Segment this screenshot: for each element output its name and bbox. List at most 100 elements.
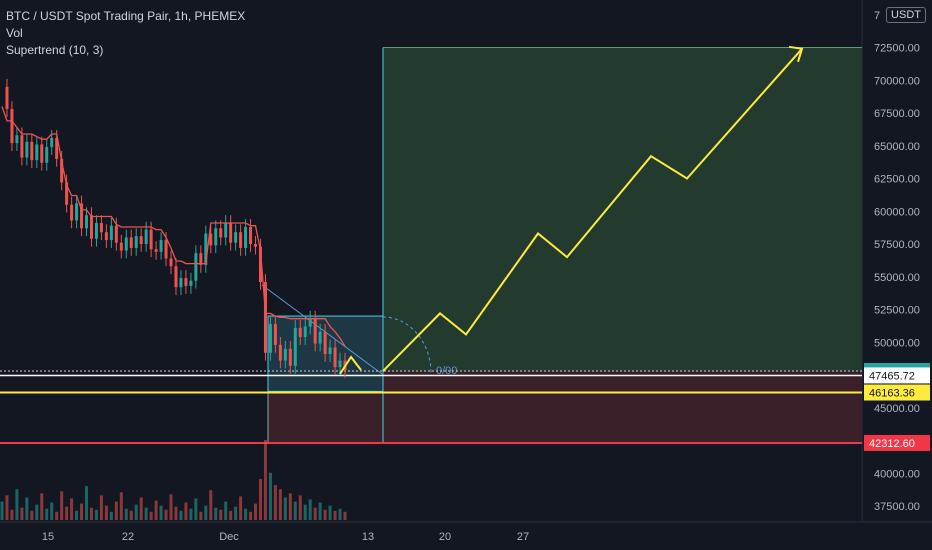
- profit-zone: [383, 47, 862, 371]
- candle-body: [323, 331, 327, 355]
- price-axis-label: 60000.00: [874, 206, 920, 218]
- volume-bar: [273, 485, 277, 520]
- volume-bar: [174, 506, 178, 520]
- candle-body: [244, 226, 248, 248]
- volume-bar: [204, 505, 208, 520]
- candle-body: [254, 244, 258, 247]
- volume-bar: [333, 510, 337, 520]
- candle-body: [10, 109, 14, 144]
- volume-bar: [114, 501, 118, 520]
- candle-body: [298, 327, 302, 338]
- volume-bar: [10, 509, 14, 520]
- candle-body: [70, 204, 74, 221]
- candle-body: [164, 240, 168, 259]
- candle-body: [149, 229, 153, 250]
- volume-bar: [159, 505, 163, 520]
- symbol-title[interactable]: BTC / USDT Spot Trading Pair, 1h, PHEMEX: [6, 9, 246, 23]
- price-axis-label: 65000.00: [874, 141, 920, 153]
- candle-body: [85, 215, 89, 229]
- candle-body: [129, 237, 133, 248]
- candle-body: [124, 237, 128, 251]
- volume-bar: [189, 508, 193, 520]
- candle-body: [159, 240, 163, 252]
- volume-bar: [144, 507, 148, 520]
- candle-body: [169, 258, 173, 267]
- volume-bar: [55, 511, 59, 520]
- time-axis-label: 22: [122, 531, 134, 543]
- candle-body: [249, 226, 253, 244]
- volume-bar: [239, 496, 243, 520]
- volume-bar: [214, 507, 218, 520]
- candle-body: [179, 278, 183, 288]
- descending-trendline: [261, 284, 383, 375]
- candle-body: [229, 223, 233, 243]
- volume-bar: [308, 499, 312, 520]
- supertrend-line: [1, 106, 346, 347]
- volume-bar: [30, 510, 34, 520]
- volume-bar: [179, 510, 183, 520]
- volume-bar: [35, 504, 39, 520]
- volume-bar: [184, 502, 188, 520]
- supertrend-indicator-label[interactable]: Supertrend (10, 3): [6, 43, 104, 57]
- volume-bar: [338, 508, 342, 520]
- candle-body: [338, 360, 342, 368]
- candle-body: [199, 253, 203, 265]
- time-axis-label: Dec: [219, 531, 239, 543]
- candle-body: [80, 203, 84, 229]
- volume-bar: [283, 497, 287, 520]
- volume-bar: [149, 511, 153, 520]
- price-axis-label: 40000.00: [874, 468, 920, 480]
- volume-bar: [20, 507, 24, 520]
- volume-bar: [15, 489, 19, 520]
- candle-body: [268, 323, 272, 353]
- volume-bar: [258, 478, 262, 520]
- volume-bar: [25, 497, 29, 520]
- price-axis-label: 50000.00: [874, 337, 920, 349]
- volume-bar: [229, 510, 233, 520]
- volume-bar: [119, 492, 123, 520]
- volume-bar: [293, 501, 297, 520]
- candle-body: [194, 253, 198, 281]
- price-axis-label: 67500.00: [874, 108, 920, 120]
- currency-selector[interactable]: USDT: [886, 7, 926, 23]
- price-tag-label: 42312.60: [869, 438, 915, 450]
- loss-zone-left: [268, 392, 383, 443]
- candle-body: [89, 215, 93, 239]
- time-axis-label: 15: [42, 531, 54, 543]
- candle-body: [288, 348, 292, 366]
- volume-bar: [0, 501, 4, 520]
- candle-body: [45, 147, 49, 163]
- candle-body: [174, 266, 178, 288]
- candle-body: [234, 232, 238, 243]
- volume-bar: [5, 495, 9, 520]
- price-tag: 46163.36: [864, 384, 930, 401]
- candle-body: [104, 232, 108, 241]
- candle-body: [283, 348, 287, 361]
- candle-body: [60, 158, 64, 183]
- volume-bar: [219, 509, 223, 520]
- price-axis-label: 37500.00: [874, 501, 920, 513]
- volume-bar: [318, 502, 322, 520]
- candle-body: [114, 225, 118, 243]
- volume-bar: [104, 505, 108, 520]
- volume-bar: [194, 498, 198, 520]
- price-axis-label: 62500.00: [874, 174, 920, 186]
- candle-body: [204, 233, 208, 265]
- candle-body: [139, 236, 143, 244]
- candle-body: [144, 229, 148, 244]
- volume-indicator-label[interactable]: Vol: [6, 26, 23, 40]
- volume-bar: [343, 511, 347, 520]
- volume-bar: [313, 507, 317, 520]
- ratio-label: 0/00: [436, 365, 457, 377]
- candle-body: [313, 318, 317, 344]
- projection-arrowhead: [788, 45, 804, 63]
- loss-zone: [383, 370, 862, 443]
- volume-bar: [94, 509, 98, 520]
- projection-path: [382, 48, 803, 372]
- volume-bar: [298, 495, 302, 520]
- candle-body: [94, 223, 98, 239]
- volume-bar: [209, 490, 213, 520]
- price-axis-label-partial: 7: [874, 10, 880, 22]
- volume-bar: [99, 495, 103, 520]
